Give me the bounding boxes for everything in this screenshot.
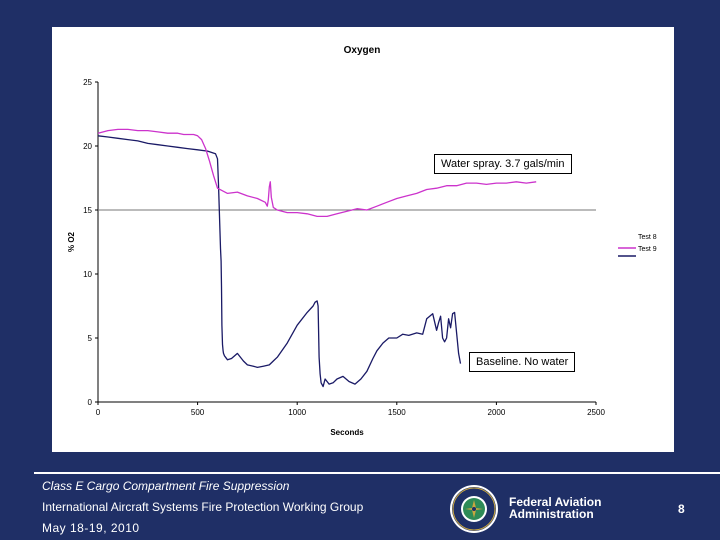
- y-tick-label: 25: [83, 78, 92, 87]
- chart-title: Oxygen: [344, 45, 381, 56]
- y-tick-label: 15: [83, 206, 92, 215]
- faa-name-line1: Federal Aviation: [509, 495, 602, 509]
- series-layer: [97, 128, 537, 388]
- faa-name-line2: Administration: [509, 507, 594, 521]
- oxygen-chart: Oxygen 0 5 10 15 20 25 0 500 1000 1500 2000 2500 % …: [67, 45, 657, 437]
- y-tick-label: 5: [88, 334, 93, 343]
- y-axis-label: % O2: [67, 231, 76, 252]
- annotation-baseline: Baseline. No water: [469, 352, 576, 372]
- legend: Test 8 Test 9: [618, 234, 657, 257]
- x-tick-label: 2500: [587, 408, 605, 417]
- footer-date: May 18-19, 2010: [42, 521, 140, 535]
- legend-label-test8: Test 8: [638, 234, 657, 241]
- x-tick-label: 0: [96, 408, 101, 417]
- annotation-water-spray: Water spray. 3.7 gals/min: [434, 154, 572, 174]
- page-number: 8: [678, 502, 685, 516]
- faa-name: Federal Aviation Administration: [509, 496, 601, 520]
- footer-group: International Aircraft Systems Fire Prot…: [42, 500, 364, 514]
- x-tick-label: 2000: [488, 408, 506, 417]
- footer-divider: [34, 472, 720, 474]
- x-axis-label: Seconds: [330, 428, 364, 437]
- series-line-test9: [97, 128, 537, 218]
- y-tick-label: 20: [83, 142, 92, 151]
- y-tick-label: 10: [83, 270, 92, 279]
- footer-title: Class E Cargo Compartment Fire Suppressi…: [42, 479, 290, 493]
- x-tick-label: 500: [191, 408, 205, 417]
- faa-seal-icon: [450, 485, 498, 533]
- x-tick-label: 1500: [388, 408, 406, 417]
- x-tick-label: 1000: [288, 408, 306, 417]
- y-tick-label: 0: [88, 398, 93, 407]
- series-line-test8: [97, 135, 462, 388]
- legend-label-test9: Test 9: [638, 246, 657, 253]
- axes-layer: 0 5 10 15 20 25 0 500 1000 1500 2000 2500: [83, 78, 605, 417]
- chart-panel: Oxygen 0 5 10 15 20 25 0 500 1000 1500 2000 2500 % …: [52, 27, 674, 452]
